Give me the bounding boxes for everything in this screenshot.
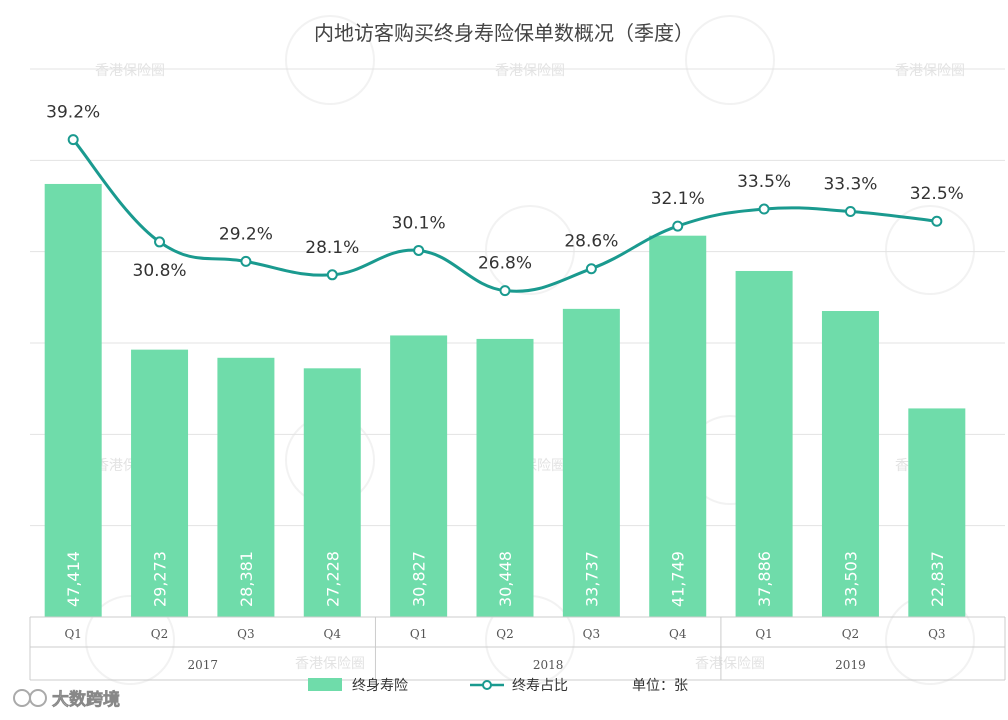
bar [303, 368, 361, 617]
line-point [931, 215, 943, 227]
bar [44, 183, 102, 617]
x-year-label: 2017 [187, 658, 218, 672]
bar-value-label: 27,228 [323, 551, 342, 607]
bar-value-label: 28,381 [237, 551, 256, 607]
brand-text: 大数跨境 [52, 689, 120, 710]
x-tick-label: Q2 [151, 627, 168, 641]
line-point [585, 263, 597, 275]
x-tick-label: Q3 [237, 627, 254, 641]
bar [649, 235, 707, 618]
watermark-text: 香港保险圈 [695, 656, 765, 672]
bar [217, 357, 275, 617]
line-value-label: 28.1% [305, 238, 359, 258]
line-value-label: 30.1% [392, 213, 446, 233]
x-tick-label: Q3 [928, 627, 945, 641]
line-value-label: 28.6% [564, 232, 618, 252]
line-value-label: 29.2% [219, 224, 273, 244]
x-tick-label: Q4 [324, 627, 342, 641]
watermark-text: 香港保险圈 [295, 656, 365, 672]
bar-value-label: 47,414 [64, 551, 83, 607]
line-value-label: 39.2% [46, 103, 100, 123]
x-tick-label: Q1 [755, 627, 772, 641]
bar [735, 270, 793, 617]
line-point [844, 205, 856, 217]
bar-value-label: 30,827 [410, 551, 429, 607]
bar [131, 349, 189, 617]
bar [908, 408, 966, 617]
line-point [154, 236, 166, 248]
x-tick-label: Q1 [64, 627, 81, 641]
watermark-seal [685, 15, 775, 105]
watermark-seal [85, 595, 175, 685]
brand-icon [13, 689, 31, 707]
line-value-label: 26.8% [478, 254, 532, 274]
line-point [326, 269, 338, 281]
bar-value-label: 37,886 [755, 551, 774, 607]
brand-logo: 大数跨境 [13, 689, 120, 710]
x-year-label: 2018 [533, 658, 564, 672]
x-tick-label: Q2 [842, 627, 859, 641]
x-tick-label: Q1 [410, 627, 427, 641]
x-tick-label: Q2 [496, 627, 513, 641]
chart-title: 内地访客购买终身寿险保单数概况（季度） [314, 21, 694, 45]
bar-value-label: 30,448 [496, 551, 515, 607]
bar-value-label: 33,737 [582, 551, 601, 607]
line-value-label: 33.3% [823, 174, 877, 194]
x-tick-label: Q4 [669, 627, 687, 641]
bar-value-label: 33,503 [841, 551, 860, 607]
line-point [240, 255, 252, 267]
line-value-label: 33.5% [737, 172, 791, 192]
legend: 终身寿险 终寿占比 单位：张 [308, 677, 688, 694]
legend-line-label: 终寿占比 [512, 677, 568, 694]
line-value-label: 30.8% [133, 261, 187, 281]
bar [562, 308, 620, 617]
watermark-text: 香港保险圈 [95, 63, 165, 79]
watermark-seal [885, 205, 975, 295]
watermark-seal [485, 205, 575, 295]
bar-series: 47,414 29,273 28,381 27,228 30,827 30,448 33,7… [44, 183, 966, 618]
line-point [499, 285, 511, 297]
legend-line-marker [482, 680, 492, 690]
bar-value-label: 22,837 [928, 551, 947, 607]
watermark-seal [285, 15, 375, 105]
line-value-label: 32.5% [910, 184, 964, 204]
bar-value-label: 29,273 [151, 551, 170, 607]
watermark-text: 香港保险圈 [495, 63, 565, 79]
bar-value-label: 41,749 [669, 551, 688, 607]
bar [476, 338, 534, 617]
line-value-label: 32.1% [651, 189, 705, 209]
line-series: 39.2% 30.8% 29.2% 28.1% 30.1% 26.8% 28.6% 32.1%… [46, 103, 964, 297]
bar [390, 335, 448, 617]
brand-icon-2 [29, 689, 47, 707]
bar [821, 311, 879, 617]
x-axis: Q1 Q2 Q3 Q4 Q1 Q2 Q3 Q4 Q1 Q2 Q3 2017 2018 2019 [29, 616, 1006, 681]
line-point [413, 244, 425, 256]
x-tick-label: Q3 [583, 627, 600, 641]
line-point [758, 203, 770, 215]
watermark-text: 香港保险圈 [895, 63, 965, 79]
x-year-label: 2019 [835, 658, 866, 672]
line-point [672, 220, 684, 232]
legend-bar-swatch [308, 678, 342, 691]
unit-label: 单位：张 [632, 678, 688, 694]
legend-bar-label: 终身寿险 [352, 677, 408, 694]
line-point [67, 134, 79, 146]
